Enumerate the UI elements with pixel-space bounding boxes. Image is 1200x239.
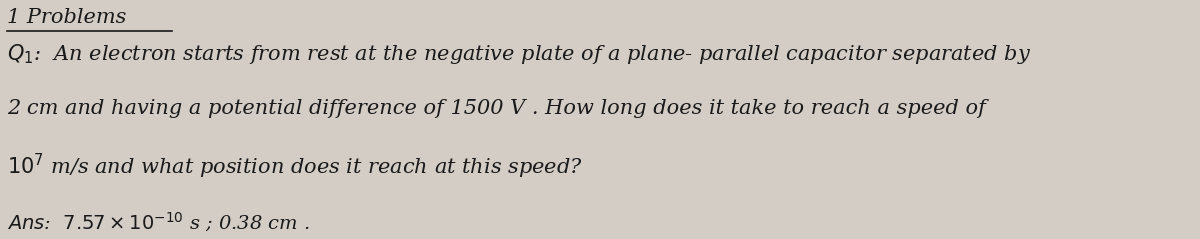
Text: $\mathit{Ans}$:  $7.57 \times 10^{-10}$ s ; 0.38 cm .: $\mathit{Ans}$: $7.57 \times 10^{-10}$ s… [7,211,310,234]
Text: 1 Problems: 1 Problems [7,8,126,27]
Text: $10^7$ m/s and what position does it reach at this speed?: $10^7$ m/s and what position does it rea… [7,152,583,181]
Text: 2 cm and having a potential difference of 1500 V . How long does it take to reac: 2 cm and having a potential difference o… [7,99,985,118]
Text: $Q_1$:  An electron starts from rest at the negative plate of a plane- parallel : $Q_1$: An electron starts from rest at t… [7,42,1031,66]
